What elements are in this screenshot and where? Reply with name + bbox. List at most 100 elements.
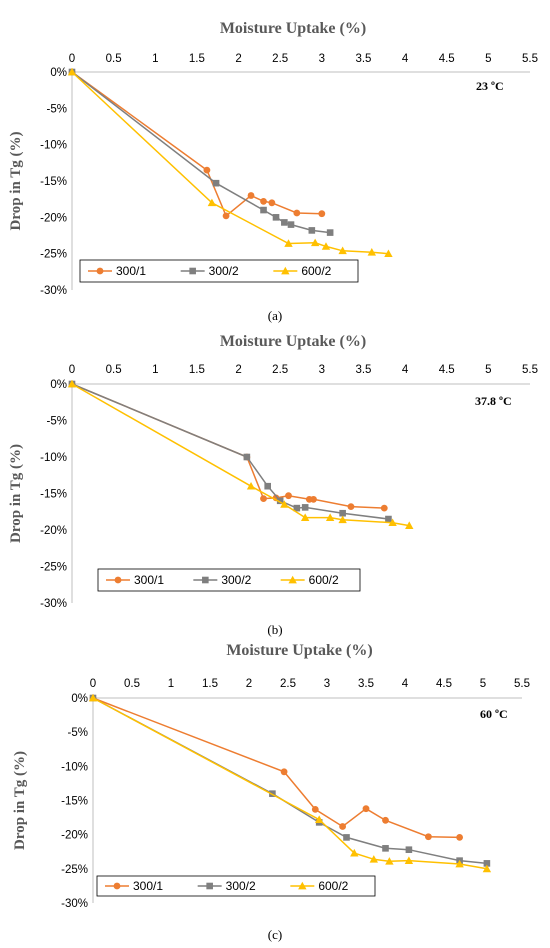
data-point (388, 518, 397, 527)
data-point (456, 834, 463, 841)
y-axis-label: Drop in Tg (%) (8, 444, 24, 543)
y-tick-label: -25% (40, 562, 67, 574)
data-point (405, 521, 414, 529)
y-tick-label: -10% (40, 452, 67, 464)
data-point (285, 492, 292, 500)
series-line (71, 71, 331, 234)
series-line (71, 383, 389, 520)
data-point (362, 805, 370, 813)
data-point (326, 229, 334, 236)
series-600/2 (67, 67, 393, 258)
legend-box (79, 259, 359, 283)
y-tick-label: -20% (40, 212, 67, 224)
y-tick-label: -5% (47, 416, 67, 428)
data-point (385, 857, 394, 865)
chart-title: Moisture Uptake (%) (220, 333, 366, 350)
y-tick-label: -15% (61, 796, 88, 808)
x-tick-label: 2 (235, 364, 241, 376)
series-600/2 (88, 693, 492, 873)
x-tick-label: 5 (485, 364, 491, 376)
x-tick-label: 0.5 (106, 53, 122, 65)
data-point (367, 248, 376, 256)
data-point (315, 815, 324, 823)
series-300/1 (89, 694, 463, 841)
x-tick-label: 0 (69, 53, 75, 65)
chart-panel-3: Moisture Uptake (%) Drop in Tg (%) 0 0.5 1 1.… (12, 642, 530, 942)
x-tick-label: 1.5 (202, 678, 218, 690)
data-point (246, 482, 256, 490)
x-tick-label: 3 (319, 364, 325, 376)
x-tick-label: 4.5 (439, 53, 455, 65)
y-axis-label: Drop in Tg (%) (12, 751, 28, 850)
data-point (300, 513, 310, 521)
data-point (207, 198, 217, 207)
data-point (284, 239, 293, 247)
data-point (339, 509, 346, 517)
x-tick-label: 2 (235, 53, 241, 65)
x-tick-label: 2.5 (272, 53, 288, 65)
legend-entry: 300/1 (116, 264, 146, 278)
y-tick-label: 0% (50, 67, 67, 79)
data-point (287, 221, 295, 228)
legend-swatch-marker (298, 881, 307, 890)
legend: 300/1 300/2 600/2 (79, 259, 359, 283)
series-600/2 (67, 379, 414, 529)
x-tick-label: 5.5 (522, 53, 538, 65)
data-point (260, 206, 267, 214)
x-tick-label: 1 (152, 53, 158, 65)
data-point (308, 227, 316, 234)
data-point (483, 860, 491, 867)
series-line (71, 71, 322, 218)
x-tick-label: 5.5 (522, 364, 538, 376)
data-point (380, 504, 388, 512)
data-point (425, 833, 432, 841)
data-point (212, 179, 220, 187)
legend-box (97, 568, 361, 592)
chart-title: Moisture Uptake (%) (226, 642, 372, 659)
x-tick-label: 4 (402, 678, 409, 690)
legend-entry: 600/2 (301, 264, 331, 278)
x-tick-label: 3 (319, 53, 325, 65)
data-point (482, 864, 492, 873)
data-point (203, 166, 211, 174)
x-tick-label: 3 (324, 678, 330, 690)
data-point (67, 67, 77, 76)
y-tick-label: 0% (71, 693, 88, 705)
legend-entry: 300/1 (133, 879, 163, 893)
data-point (369, 855, 378, 863)
y-tick-label: -10% (40, 140, 67, 152)
data-point (243, 453, 251, 461)
data-point (293, 504, 301, 512)
legend-box (96, 875, 376, 897)
data-point (384, 249, 393, 258)
legend-swatch-marker (288, 575, 297, 584)
x-tick-label: 0.5 (106, 364, 122, 376)
y-tick-label: -5% (68, 727, 88, 739)
legend-entry: 300/1 (134, 573, 164, 587)
legend-swatch-marker (281, 266, 290, 275)
data-point (301, 504, 309, 511)
chart-title: Moisture Uptake (%) (220, 20, 366, 37)
series-line (71, 383, 410, 527)
x-tick-label: 3.5 (358, 678, 374, 690)
legend-entry: 600/2 (318, 879, 348, 893)
x-tick-label: 4 (402, 364, 409, 376)
y-tick-label: -20% (40, 525, 67, 537)
panel-caption: (b) (267, 622, 282, 637)
y-tick-label: -15% (40, 489, 67, 501)
legend: 300/1 300/2 600/2 (96, 875, 376, 897)
data-point (318, 210, 326, 218)
data-point (343, 834, 350, 841)
y-tick-label: 0% (50, 379, 67, 391)
x-tick-label: 4 (402, 53, 409, 65)
data-point (338, 246, 347, 255)
data-point (382, 845, 389, 852)
legend-swatch-marker (96, 267, 104, 275)
data-point (272, 214, 280, 221)
data-point (268, 199, 276, 207)
data-point (247, 192, 255, 199)
series-300/1 (68, 68, 326, 220)
y-tick-label: -5% (47, 103, 67, 115)
data-point (280, 500, 289, 508)
